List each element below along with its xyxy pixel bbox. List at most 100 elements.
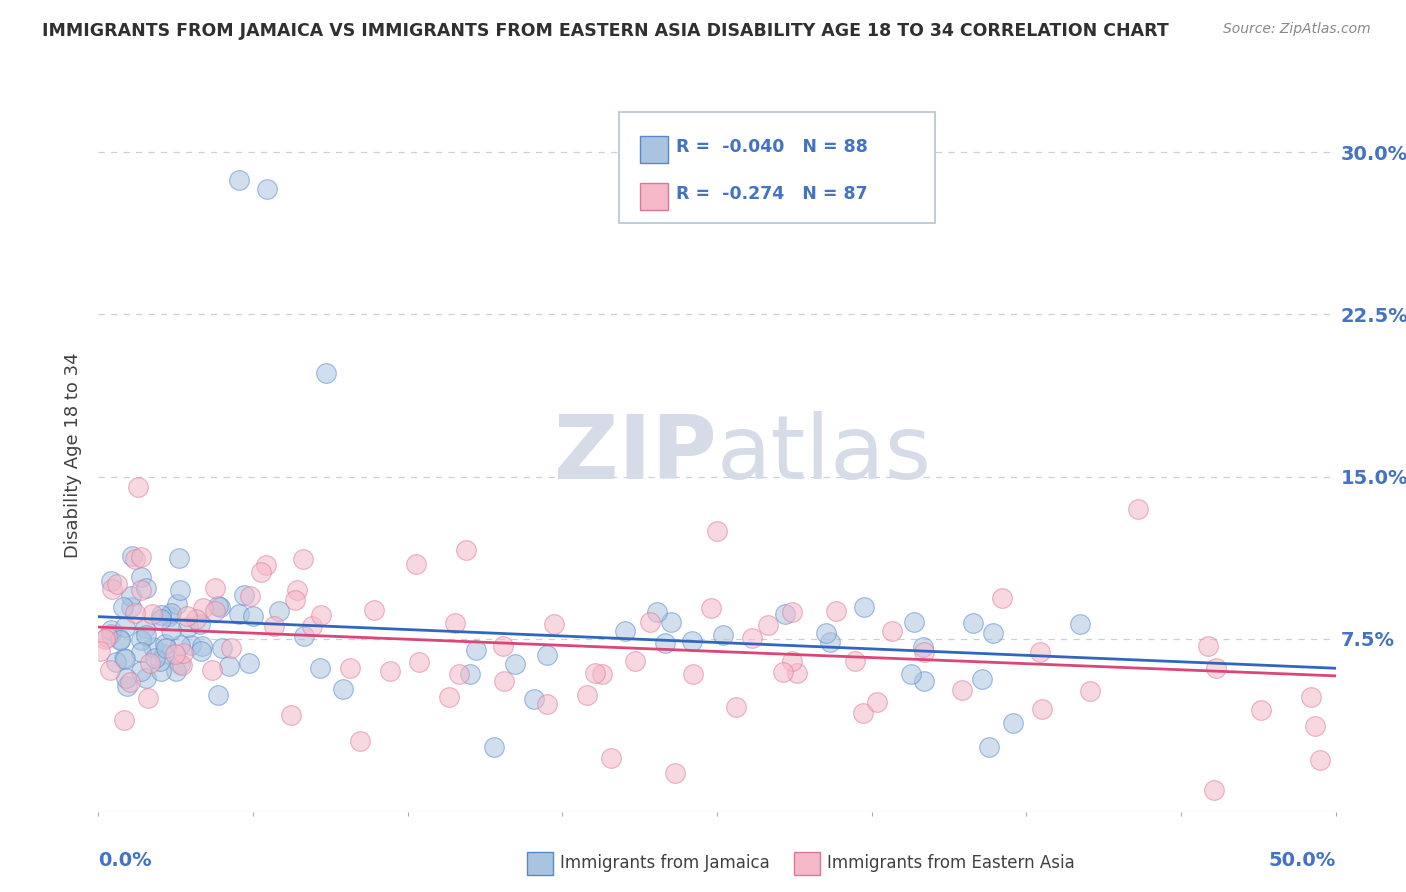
Point [159,609,181,624]
Point [108,632,131,647]
Point [591,666,613,681]
Text: IMMIGRANTS FROM JAMAICA VS IMMIGRANTS FROM EASTERN ASIA DISABILITY AGE 18 TO 34 : IMMIGRANTS FROM JAMAICA VS IMMIGRANTS FR… [42,22,1168,40]
Point [292,629,315,643]
Point [408,655,430,669]
Point [149,665,172,679]
Point [405,557,427,571]
Point [131,632,153,647]
Point [852,706,875,720]
Point [952,683,974,698]
Point [825,604,848,618]
Point [267,604,290,618]
Point [100,582,122,597]
Point [141,607,163,621]
Point [228,173,250,187]
Point [780,606,803,620]
Point [98,663,121,677]
Point [120,589,142,603]
Point [912,640,935,654]
Point [1205,661,1227,675]
Point [285,582,308,597]
Point [494,673,516,688]
Point [177,620,200,634]
Point [600,751,623,765]
Point [256,182,278,196]
Point [120,600,142,615]
Point [207,599,229,614]
Point [280,708,302,723]
Point [163,647,186,661]
Point [332,681,354,696]
Point [349,734,371,748]
Point [134,621,156,635]
Text: 50.0%: 50.0% [1268,851,1336,870]
Point [94,632,117,646]
Point [484,739,506,754]
Point [191,639,214,653]
Text: R =  -0.040   N = 88: R = -0.040 N = 88 [676,138,868,156]
Point [167,551,190,566]
Point [159,606,181,620]
Point [118,675,141,690]
Point [1197,640,1219,654]
Point [880,624,903,639]
Point [614,624,637,638]
Point [112,714,135,728]
Point [135,671,157,685]
Point [844,654,866,668]
Text: atlas: atlas [717,411,932,499]
Point [160,623,183,637]
Point [706,524,728,538]
Point [1126,502,1149,516]
Point [460,667,482,681]
Point [176,608,198,623]
Point [1031,702,1053,716]
Text: Immigrants from Jamaica: Immigrants from Jamaica [560,855,769,872]
Point [131,549,153,564]
Point [1303,719,1326,733]
Point [204,581,226,595]
Point [180,639,202,653]
Point [190,644,212,658]
Point [169,657,191,671]
Point [638,615,661,630]
Point [139,656,162,670]
Point [852,600,875,615]
Point [165,665,187,679]
Point [575,688,598,702]
Point [129,582,152,597]
Point [773,607,796,621]
Point [1069,616,1091,631]
Point [1080,684,1102,698]
Point [211,641,233,656]
Point [114,651,136,665]
Point [624,654,647,668]
Point [100,574,122,589]
Point [112,651,135,665]
Point [204,605,226,619]
Point [503,657,526,672]
Point [772,665,794,679]
Point [135,582,157,596]
Point [150,607,173,622]
Point [536,648,558,662]
Y-axis label: Disability Age 18 to 34: Disability Age 18 to 34 [65,352,83,558]
Text: R =  -0.274   N = 87: R = -0.274 N = 87 [676,185,868,202]
Text: Source: ZipAtlas.com: Source: ZipAtlas.com [1223,22,1371,37]
Point [1202,783,1225,797]
Point [756,618,779,632]
Point [309,607,332,622]
Point [659,615,682,630]
Point [443,616,465,631]
Point [979,739,1001,754]
Point [100,623,122,637]
Point [184,612,207,626]
Text: ZIP: ZIP [554,411,717,499]
Point [339,661,361,675]
Point [228,607,250,622]
Point [654,636,676,650]
Point [136,690,159,705]
Point [912,673,935,688]
Point [711,628,734,642]
Point [148,654,170,668]
